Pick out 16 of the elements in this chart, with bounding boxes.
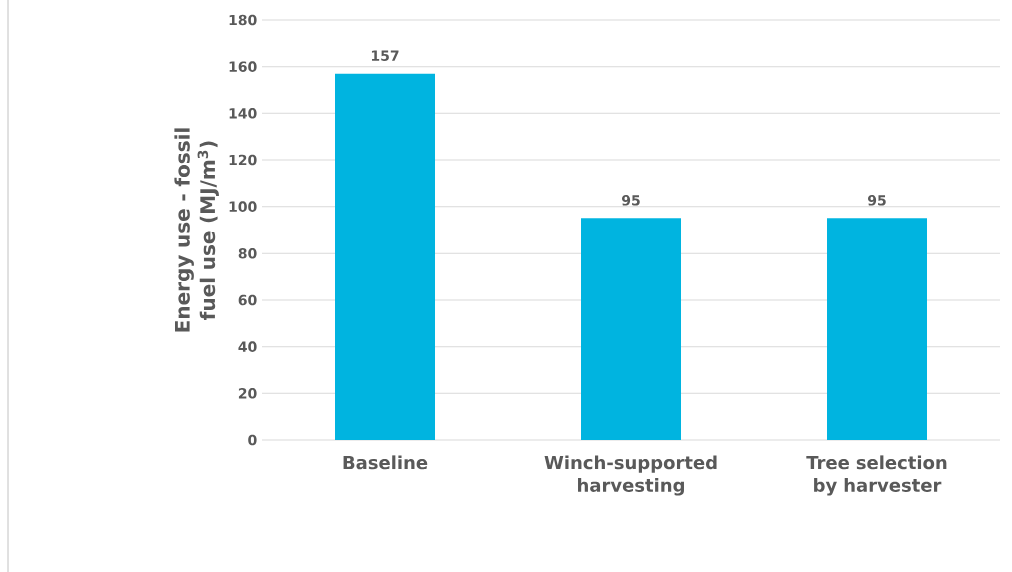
y-tick-label: 180 bbox=[229, 14, 257, 26]
y-tick-label: 40 bbox=[238, 341, 257, 352]
y-tick-label: 100 bbox=[229, 201, 257, 212]
y-tick-label: 60 bbox=[238, 294, 257, 306]
y-tick-label: 80 bbox=[238, 248, 257, 259]
y-tick-label: 0 bbox=[248, 434, 257, 446]
y-tick-label: 20 bbox=[238, 388, 257, 399]
y-tick-label: 120 bbox=[229, 154, 257, 166]
x-tick-label: Baseline bbox=[343, 455, 428, 470]
y-tick-label: 160 bbox=[229, 61, 257, 72]
data-label: 95 bbox=[622, 195, 640, 206]
x-tick-label: Tree selection by harvester bbox=[806, 455, 947, 496]
data-label: 95 bbox=[868, 195, 886, 206]
y-tick-label: 140 bbox=[229, 108, 257, 119]
x-tick-label: Winch-supported harvesting bbox=[544, 455, 717, 496]
data-label: 157 bbox=[371, 50, 399, 61]
